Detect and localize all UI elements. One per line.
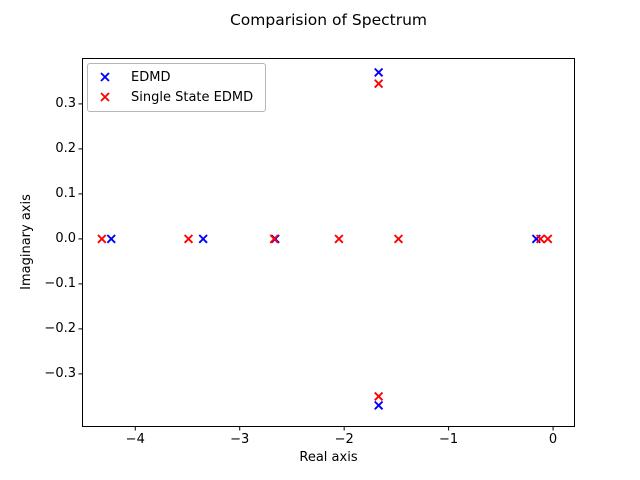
x-tick-label: −4 [125, 432, 145, 447]
scatter-point-edmd [198, 234, 208, 244]
legend-item-single-state-edmd: Single State EDMD [88, 87, 265, 107]
y-tick-label: −0.3 [44, 366, 76, 382]
scatter-point-ss-edmd [334, 234, 344, 244]
y-tick-label: −0.2 [44, 321, 76, 337]
chart-title: Comparision of Spectrum [229, 11, 427, 29]
x-tick-label: −1 [439, 432, 459, 447]
x-tick-label: 0 [548, 432, 558, 447]
scatter-point-ss-edmd [374, 79, 384, 89]
legend-x-marker-icon [100, 72, 110, 82]
y-tick-label: −0.1 [44, 276, 76, 292]
scatter-point-ss-edmd [97, 234, 107, 244]
y-tick-label: 0.2 [55, 141, 76, 157]
legend: EDMD Single State EDMD [87, 63, 266, 112]
x-tick-label: −2 [334, 432, 354, 447]
scatter-point-ss-edmd [393, 234, 404, 244]
y-tick-label: 0.1 [55, 186, 76, 202]
x-axis-label: Real axis [299, 450, 358, 465]
y-axis-label: Imaginary axis [19, 194, 34, 290]
plot-border [82, 58, 575, 427]
legend-label: EDMD [131, 69, 171, 85]
legend-label: Single State EDMD [131, 89, 254, 105]
scatter-point-ss-edmd [183, 234, 194, 244]
scatter-point-ss-edmd [374, 391, 384, 401]
scatter-point-edmd [374, 400, 384, 410]
y-tick-label: 0.3 [55, 96, 76, 112]
scatter-point-ss-edmd [543, 234, 553, 244]
scatter-point-ss-edmd [535, 234, 546, 244]
legend-item-edmd: EDMD [88, 67, 265, 87]
scatter-point-edmd [374, 67, 384, 77]
legend-x-marker-icon [100, 92, 110, 102]
scatter-point-ss-edmd [269, 234, 279, 244]
x-tick-label: −3 [230, 432, 250, 447]
y-tick-label: 0.0 [55, 231, 76, 247]
scatter-point-edmd [106, 234, 116, 244]
